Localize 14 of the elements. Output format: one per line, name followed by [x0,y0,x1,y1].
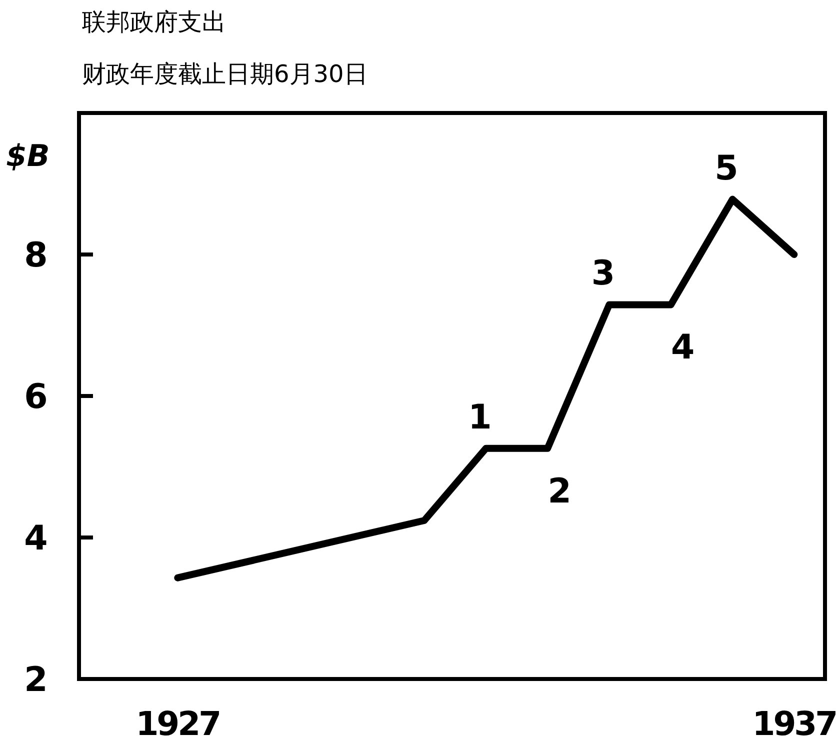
y-tick-label: 8 [24,236,48,276]
y-tick-label: 2 [24,660,48,700]
annotation: 3 [591,254,616,294]
x-tick-label: 1927 [136,704,220,743]
annotation: 1 [468,397,492,438]
annotation: 2 [548,471,572,512]
y-tick-label: 6 [24,377,48,417]
y-tick-label: 4 [24,518,48,558]
chart-title: 联邦政府支出 [82,8,226,36]
chart-subtitle: 财政年度截止日期6月30日 [82,60,368,88]
y-axis-title: $B [6,139,50,174]
annotation: 4 [671,328,695,368]
x-tick-label: 1937 [752,704,836,743]
annotation: 5 [714,148,738,188]
